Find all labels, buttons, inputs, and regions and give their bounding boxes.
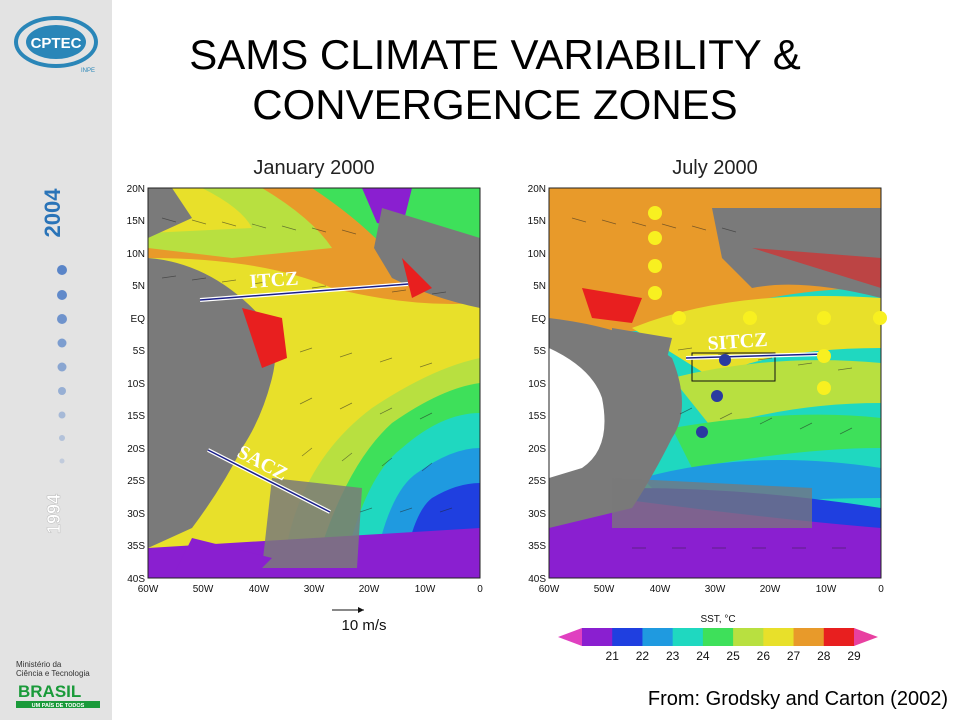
sst-maps: January 2000 <box>127 157 887 634</box>
svg-text:2004: 2004 <box>40 188 65 238</box>
lat-tick: EQ <box>131 314 146 325</box>
lat-tick: 5N <box>132 281 145 292</box>
colorbar-tick-label: 25 <box>726 649 740 663</box>
lat-tick: 15N <box>528 216 546 227</box>
lon-tick: 20W <box>760 584 781 595</box>
svg-text:BRASIL: BRASIL <box>18 682 81 701</box>
colorbar-arrow-low <box>558 628 582 646</box>
colorbar-swatch <box>793 628 825 646</box>
slide-title: SAMS CLIMATE VARIABILITY & CONVERGENCE Z… <box>115 30 875 130</box>
lon-tick: 50W <box>594 584 615 595</box>
lat-tick: 35S <box>127 541 145 552</box>
logo-text: CPTEC <box>31 35 82 52</box>
lat-tick: 10N <box>127 249 145 260</box>
year-dots <box>57 265 67 464</box>
lat-tick: 5S <box>534 346 547 357</box>
svg-text:UM PAÍS DE TODOS: UM PAÍS DE TODOS <box>32 701 85 709</box>
july-map: July 2000 <box>528 157 887 595</box>
colorbar-tick-label: 29 <box>847 649 861 663</box>
lat-tick: 15S <box>127 411 145 422</box>
vector-scale-label: 10 m/s <box>341 617 386 634</box>
title-line-1: SAMS CLIMATE VARIABILITY & <box>189 31 801 78</box>
logo-subtext: INPE <box>81 68 95 74</box>
lon-tick: 40W <box>249 584 270 595</box>
colorbar-swatch <box>612 628 643 646</box>
lon-tick: 60W <box>138 584 159 595</box>
lon-tick: 10W <box>816 584 837 595</box>
colorbar-swatch <box>702 628 734 646</box>
lat-tick: 25S <box>127 476 145 487</box>
colorbar-swatch <box>763 628 795 646</box>
lon-tick: 50W <box>193 584 214 595</box>
year-start-label: 1994 <box>44 494 65 535</box>
sst-colorbar: SST, °C 21 22 23 24 25 26 27 28 29 <box>558 614 878 663</box>
lon-tick: 0 <box>878 584 884 595</box>
brasil-logo: BRASIL UM PAÍS DE TODOS <box>16 682 100 709</box>
lon-tick: 60W <box>539 584 560 595</box>
lon-tick: 30W <box>705 584 726 595</box>
colorbar-ticks: 21 22 23 24 25 26 27 28 29 <box>606 649 861 663</box>
lat-tick: 15N <box>127 216 145 227</box>
source-credit: From: Grodsky and Carton (2002) <box>647 688 948 710</box>
svg-text:1994: 1994 <box>44 494 64 534</box>
colorbar-tick-label: 21 <box>606 649 620 663</box>
lon-tick: 10W <box>415 584 436 595</box>
colorbar-swatches <box>558 628 878 646</box>
lat-tick: 15S <box>528 411 546 422</box>
colorbar-tick-label: 23 <box>666 649 680 663</box>
january-map-title: January 2000 <box>253 157 374 179</box>
colorbar-tick-label: 28 <box>817 649 831 663</box>
lat-tick: 20N <box>127 184 145 195</box>
lat-tick: 20N <box>528 184 546 195</box>
lat-tick: 10N <box>528 249 546 260</box>
itcz-label: ITCZ <box>249 268 299 293</box>
lon-tick: 20W <box>359 584 380 595</box>
lat-tick: 40S <box>127 574 145 585</box>
ministry-label: Ministério da Ciência e Tecnologia <box>16 660 90 678</box>
january-map: January 2000 <box>127 157 484 634</box>
colorbar-swatch <box>733 628 764 646</box>
title-line-2: CONVERGENCE ZONES <box>252 81 738 128</box>
sitcz-label: SITCZ <box>707 329 768 355</box>
colorbar-swatch <box>642 628 674 646</box>
lat-tick: 10S <box>127 379 145 390</box>
colorbar-tick-label: 27 <box>787 649 801 663</box>
lon-tick: 0 <box>477 584 483 595</box>
lat-tick: 30S <box>528 509 546 520</box>
lat-tick: 20S <box>127 444 145 455</box>
lat-tick: 25S <box>528 476 546 487</box>
lat-tick: 20S <box>528 444 546 455</box>
lat-tick: 5N <box>533 281 546 292</box>
sidebar: CPTEC INPE 2004 1994 Ministério da Ciênc… <box>0 0 112 720</box>
lon-tick: 30W <box>304 584 325 595</box>
lat-tick: EQ <box>532 314 547 325</box>
cptec-logo: CPTEC INPE <box>14 16 98 74</box>
colorbar-swatch <box>672 628 704 646</box>
july-map-title: July 2000 <box>672 157 758 179</box>
colorbar-swatch <box>823 628 855 646</box>
lat-tick: 30S <box>127 509 145 520</box>
observation-points <box>648 206 887 438</box>
colorbar-swatch <box>582 628 613 646</box>
lat-tick: 35S <box>528 541 546 552</box>
colorbar-tick-label: 24 <box>696 649 710 663</box>
lat-tick: 5S <box>133 346 146 357</box>
colorbar-arrow-high <box>854 628 878 646</box>
colorbar-title: SST, °C <box>700 614 735 625</box>
year-end-label: 2004 <box>40 188 65 238</box>
colorbar-tick-label: 22 <box>636 649 650 663</box>
lon-tick: 40W <box>650 584 671 595</box>
colorbar-tick-label: 26 <box>757 649 771 663</box>
lat-tick: 40S <box>528 574 546 585</box>
lat-tick: 10S <box>528 379 546 390</box>
